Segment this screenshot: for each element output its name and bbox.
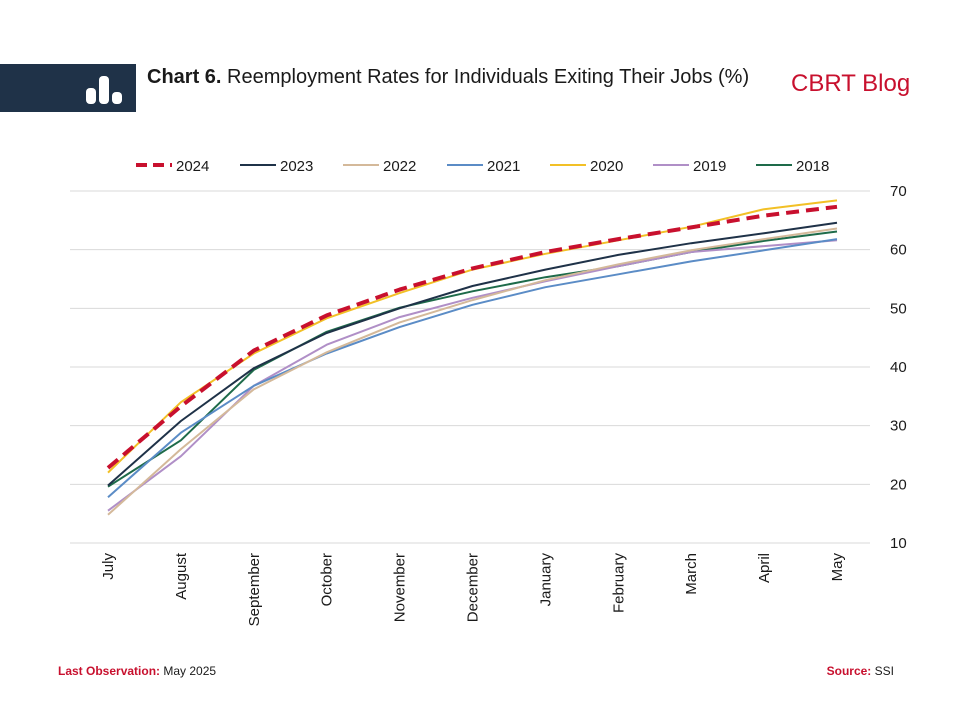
legend-item-2020: 2020 <box>550 158 623 175</box>
legend-item-2024: 2024 <box>136 158 209 175</box>
legend-label-2019: 2019 <box>693 158 726 175</box>
legend-label-2021: 2021 <box>487 158 520 175</box>
legend-item-2022: 2022 <box>343 158 416 175</box>
legend: 2024 2023 2022 2021 2020 2019 2018 <box>136 158 829 175</box>
legend-item-2021: 2021 <box>447 158 520 175</box>
source-label: Source: <box>826 664 872 678</box>
chart-title-text: Reemployment Rates for Individuals Exiti… <box>227 66 750 88</box>
x-tick-label-december: December <box>465 553 482 622</box>
series-lines <box>106 199 838 516</box>
x-tick-label-january: January <box>537 553 554 607</box>
y-tick-label-10: 10 <box>890 535 907 552</box>
source-value: SSI <box>874 664 894 678</box>
y-tick-label-60: 60 <box>890 242 907 259</box>
legend-label-2020: 2020 <box>590 158 623 175</box>
chart-title: Chart 6. Reemployment Rates for Individu… <box>147 64 777 90</box>
legend-item-2018: 2018 <box>756 158 829 175</box>
x-tick-label-july: July <box>100 553 117 580</box>
last-observation-label: Last Observation: <box>58 664 161 678</box>
y-tick-labels: 10 20 30 40 50 60 70 <box>890 183 907 552</box>
x-tick-label-february: February <box>610 553 627 614</box>
x-tick-label-march: March <box>683 553 700 595</box>
legend-label-2022: 2022 <box>383 158 416 175</box>
brand-label: CBRT Blog <box>791 70 911 97</box>
y-tick-label-50: 50 <box>890 300 907 317</box>
series-line-2018 <box>107 230 838 488</box>
legend-label-2023: 2023 <box>280 158 313 175</box>
last-observation: Last Observation: May 2025 <box>58 664 216 678</box>
series-line-2022 <box>107 227 838 516</box>
legend-item-2023: 2023 <box>240 158 313 175</box>
series-line-2024 <box>106 204 838 470</box>
bar-chart-icon <box>86 76 122 104</box>
y-tick-label-20: 20 <box>890 476 907 493</box>
gridlines <box>70 190 870 544</box>
y-tick-label-70: 70 <box>890 183 907 200</box>
y-tick-label-40: 40 <box>890 359 907 376</box>
y-tick-label-30: 30 <box>890 418 907 435</box>
series-line-2021 <box>107 238 838 498</box>
series-line-2019 <box>107 239 838 512</box>
x-tick-label-october: October <box>319 553 336 606</box>
x-tick-label-august: August <box>173 552 190 600</box>
legend-item-2019: 2019 <box>653 158 726 175</box>
x-tick-label-september: September <box>246 553 263 626</box>
x-tick-label-april: April <box>756 553 773 583</box>
x-tick-label-may: May <box>829 553 846 582</box>
source: Source: SSI <box>827 664 894 678</box>
logo-block <box>0 64 136 112</box>
last-observation-value: May 2025 <box>163 664 217 678</box>
legend-label-2024: 2024 <box>176 158 209 175</box>
series-line-2020 <box>107 199 838 474</box>
legend-label-2018: 2018 <box>796 158 829 175</box>
x-tick-label-november: November <box>392 553 409 622</box>
x-tick-labels: July August September October November Decemb… <box>100 552 846 626</box>
chart-number: Chart 6. <box>147 66 222 88</box>
series-line-2023 <box>107 221 838 487</box>
